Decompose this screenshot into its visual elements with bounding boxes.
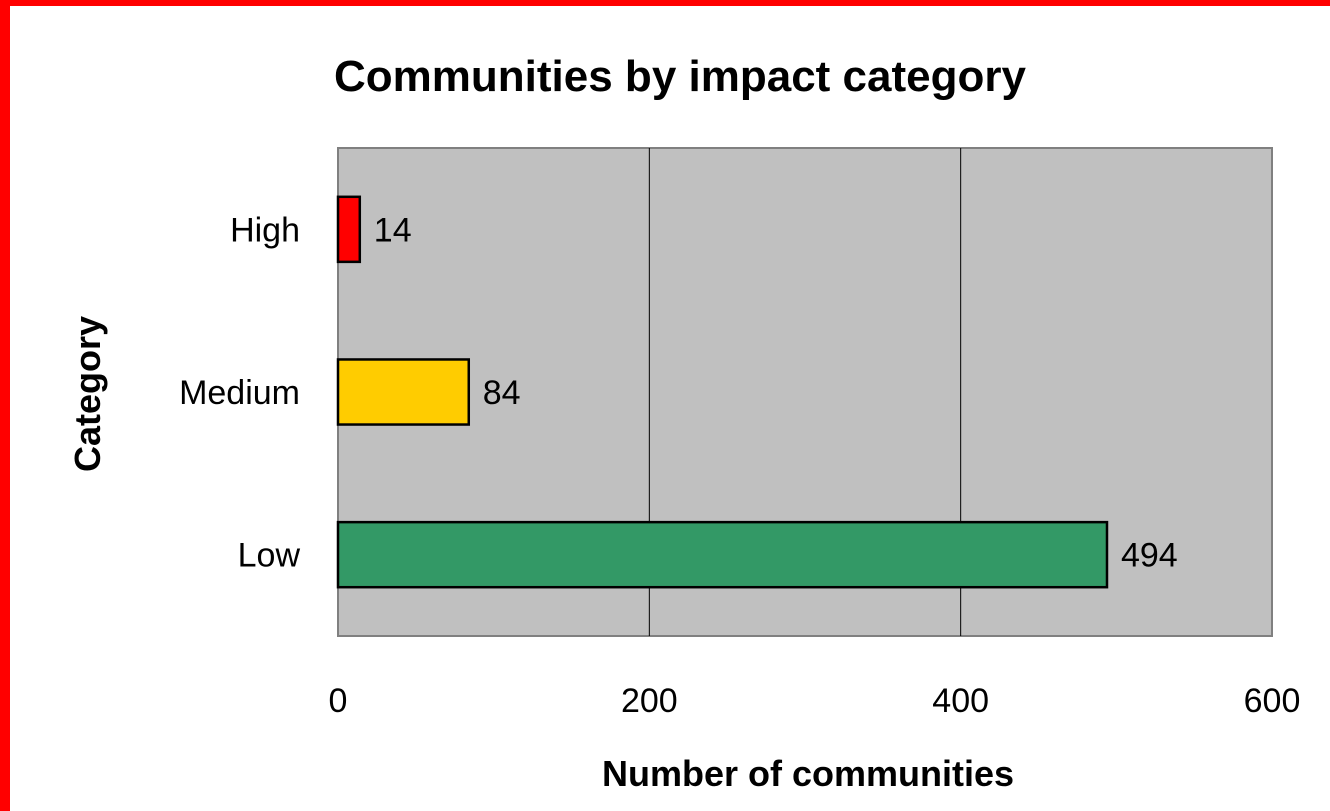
- x-tick-labels: 0 200 400 600: [329, 682, 1301, 720]
- category-label-medium: Medium: [179, 374, 300, 412]
- x-tick-label-0: 0: [329, 682, 348, 720]
- data-label-low: 494: [1121, 537, 1178, 575]
- x-tick-label-200: 200: [621, 682, 678, 720]
- bar-low: [336, 520, 1109, 589]
- chart-title: Communities by impact category: [334, 52, 1026, 101]
- bars: [336, 195, 1109, 589]
- y-axis-title: Category: [67, 316, 108, 472]
- data-label-medium: 84: [483, 374, 521, 412]
- x-tick-label-400: 400: [932, 682, 989, 720]
- category-label-high: High: [230, 211, 300, 249]
- data-label-high: 14: [374, 211, 412, 249]
- x-tick-label-600: 600: [1244, 682, 1301, 720]
- data-labels: 14 84 494: [374, 211, 1178, 574]
- bar-high: [336, 195, 362, 264]
- category-labels: High Medium Low: [179, 211, 300, 574]
- category-label-low: Low: [238, 537, 301, 575]
- bar-medium: [336, 358, 471, 426]
- x-axis-title: Number of communities: [602, 753, 1014, 794]
